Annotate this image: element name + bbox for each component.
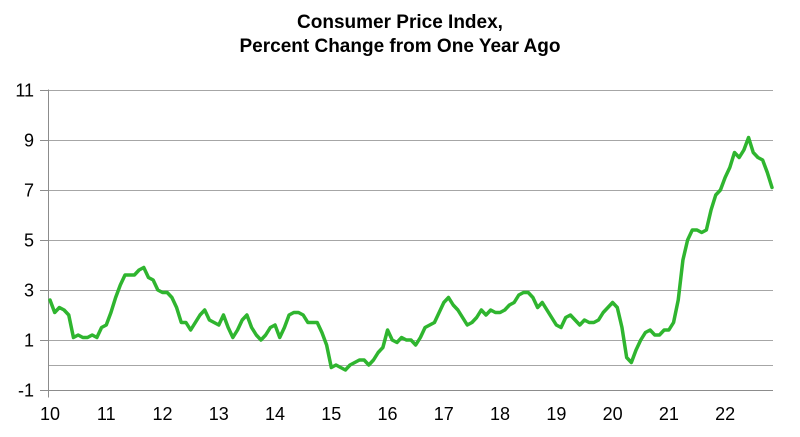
x-axis-label: 20 (603, 404, 623, 424)
x-axis-label: 21 (659, 404, 679, 424)
cpi-series-line (48, 135, 774, 372)
x-axis-label: 12 (153, 404, 173, 424)
y-axis-label: 9 (24, 131, 34, 151)
x-axis-label: 18 (490, 404, 510, 424)
x-axis-label: 19 (546, 404, 566, 424)
y-axis-label: 7 (24, 181, 34, 201)
x-axis-label: 10 (40, 404, 60, 424)
y-axis-label: 5 (24, 231, 34, 251)
y-axis-label: -1 (18, 381, 34, 401)
chart-title-line2: Percent Change from One Year Ago (239, 36, 561, 57)
chart-title-line1: Consumer Price Index, (297, 12, 503, 33)
x-axis-label: 17 (434, 404, 454, 424)
y-axis-label: 3 (24, 281, 34, 301)
x-axis-label: 16 (378, 404, 398, 424)
x-axis-label: 22 (715, 404, 735, 424)
y-axis-label: 1 (24, 331, 34, 351)
x-axis-label: 13 (209, 404, 229, 424)
chart-title: Consumer Price Index, Percent Change fro… (0, 11, 800, 59)
x-axis-label: 11 (97, 404, 116, 424)
y-axis-label: 11 (15, 81, 34, 101)
x-axis-label: 15 (321, 404, 341, 424)
x-axis-label: 14 (265, 404, 285, 424)
